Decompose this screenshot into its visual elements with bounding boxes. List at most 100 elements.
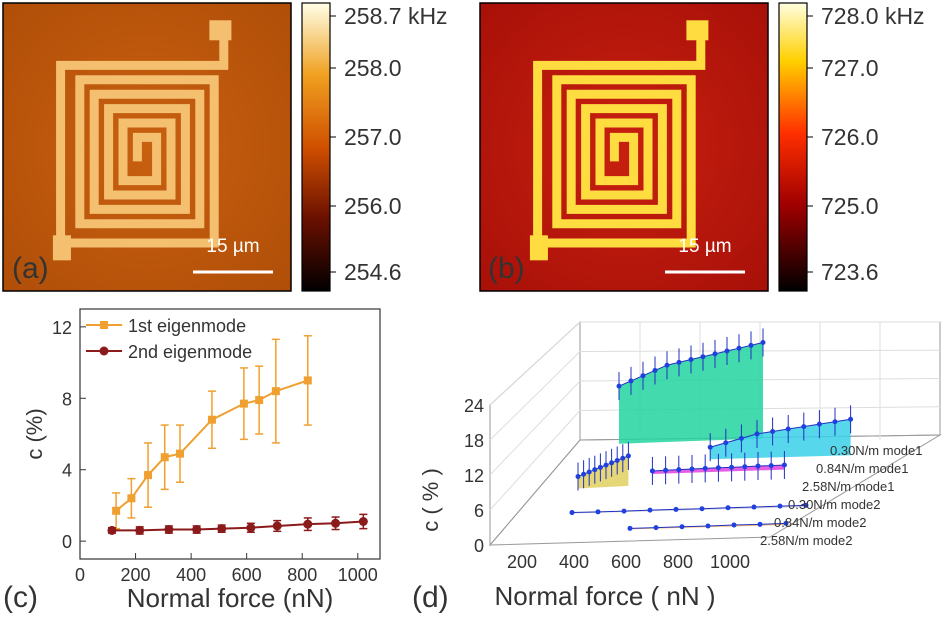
colorbar-a	[301, 2, 331, 292]
data-point	[652, 367, 658, 373]
panel-label-b: (b)	[488, 252, 525, 285]
grid-line	[489, 380, 581, 476]
data-point	[653, 525, 659, 531]
x-tick-label: 600	[232, 565, 262, 585]
data-point	[736, 345, 742, 351]
data-point	[609, 460, 615, 466]
series-ribbon	[710, 419, 851, 460]
data-point	[164, 525, 174, 535]
data-point	[207, 415, 216, 424]
colorbar-tick-label: 258.0	[344, 55, 402, 81]
y-tick-label: 12	[52, 318, 72, 338]
axes-c: 0 200 400 600 800 1000 0 4 8 12	[52, 318, 378, 585]
z-tick-label: 24	[464, 396, 484, 416]
data-point	[702, 465, 708, 471]
series-line	[115, 379, 309, 512]
series-ribbon	[578, 455, 629, 489]
data-point	[715, 465, 721, 471]
data-point	[358, 517, 368, 526]
data-point	[712, 351, 718, 357]
series-line	[111, 520, 364, 532]
data-point	[581, 471, 587, 477]
y-tick-label: 8	[62, 389, 72, 409]
data-point	[586, 469, 592, 475]
data-point	[595, 509, 601, 515]
data-point	[707, 444, 713, 450]
x-tick-label: 600	[611, 552, 641, 572]
series-ribbon	[619, 342, 763, 444]
z-tick-label: 6	[474, 501, 484, 521]
data-point	[848, 416, 854, 422]
data-point	[192, 525, 202, 535]
x-tick-label: 400	[176, 565, 206, 585]
legend-label: 2nd eigenmode	[128, 342, 252, 362]
y-tick-label: 0	[62, 532, 72, 552]
data-point	[785, 426, 791, 432]
data-point	[751, 504, 757, 510]
data-point	[832, 419, 838, 425]
colorbar-tick-label: 257.0	[344, 124, 402, 150]
data-point	[640, 373, 646, 379]
data-point	[754, 431, 760, 437]
z-tick-label: 12	[464, 466, 484, 486]
data-point	[331, 518, 341, 528]
legend-marker	[99, 346, 109, 356]
data-point	[729, 464, 735, 470]
depth-tick-label: 0.30N/m mode1	[830, 443, 923, 458]
colorbar-ticks-b: 728.0 kHz 727.0 726.0 725.0 723.6	[807, 3, 925, 285]
data-point	[620, 455, 626, 461]
depth-tick-label: 2.58N/m mode1	[802, 479, 895, 494]
panel-c: 0 200 400 600 800 1000 0 4 8 12 1st eigenmode 2nd …	[3, 308, 381, 614]
colorbar-tick-label: 728.0 kHz	[821, 3, 925, 29]
data-point	[628, 378, 634, 384]
x-tick-label: 200	[121, 565, 151, 585]
data-point	[705, 523, 711, 529]
data-point	[816, 421, 822, 427]
colorbar-ticks-a: 258.7 kHz 258.0 257.0 256.0 254.6	[330, 3, 448, 285]
data-point	[770, 428, 776, 434]
data-point	[176, 449, 184, 458]
data-point	[723, 440, 729, 446]
grid-line	[489, 351, 581, 441]
series-line	[577, 455, 629, 478]
data-point	[724, 348, 730, 354]
data-point	[603, 462, 609, 468]
data-point	[803, 502, 809, 508]
contact-pad	[529, 235, 548, 261]
panel-label-a: (a)	[12, 252, 49, 285]
x-axis-label-d: Normal force ( nN )	[494, 581, 715, 611]
x-tick-label: 800	[287, 565, 317, 585]
data-point	[112, 506, 121, 515]
y-tick-label: 4	[62, 461, 72, 481]
data-point	[575, 474, 581, 480]
series-d	[569, 328, 854, 531]
data-point	[135, 525, 145, 535]
depth-tick-label: 0.30N/m mode2	[788, 497, 881, 512]
data-point	[742, 464, 748, 470]
depth-tick-label: 2.58N/m mode2	[760, 533, 853, 548]
depth-tick-label: 0.84N/m mode1	[816, 461, 909, 476]
panel-d: 0 6 12 18 24 200 400 600 800 1000 0.30N/m mode1 0.8…	[412, 320, 942, 614]
x-tick-label: 200	[507, 552, 537, 572]
series-c	[107, 335, 368, 535]
data-point	[699, 506, 705, 512]
data-point	[676, 359, 682, 365]
x-tick-label: 1000	[710, 552, 750, 572]
data-point	[107, 525, 117, 535]
axes-d: 0 6 12 18 24 200 400 600 800 1000 0.30N/m mode1 0.8…	[464, 396, 923, 572]
plot-frame-c	[79, 308, 381, 560]
data-point	[303, 376, 312, 385]
panel-label-d: (d)	[412, 581, 449, 614]
colorbar-tick-label: 254.6	[344, 259, 402, 285]
colorbar-b	[778, 2, 808, 292]
data-point	[239, 399, 248, 408]
data-point	[246, 523, 256, 533]
data-point	[217, 524, 227, 534]
data-point	[625, 453, 631, 459]
data-point	[731, 522, 737, 528]
series-line	[571, 504, 807, 514]
data-point	[679, 524, 685, 530]
data-point	[801, 424, 807, 430]
contact-pad	[209, 20, 232, 41]
